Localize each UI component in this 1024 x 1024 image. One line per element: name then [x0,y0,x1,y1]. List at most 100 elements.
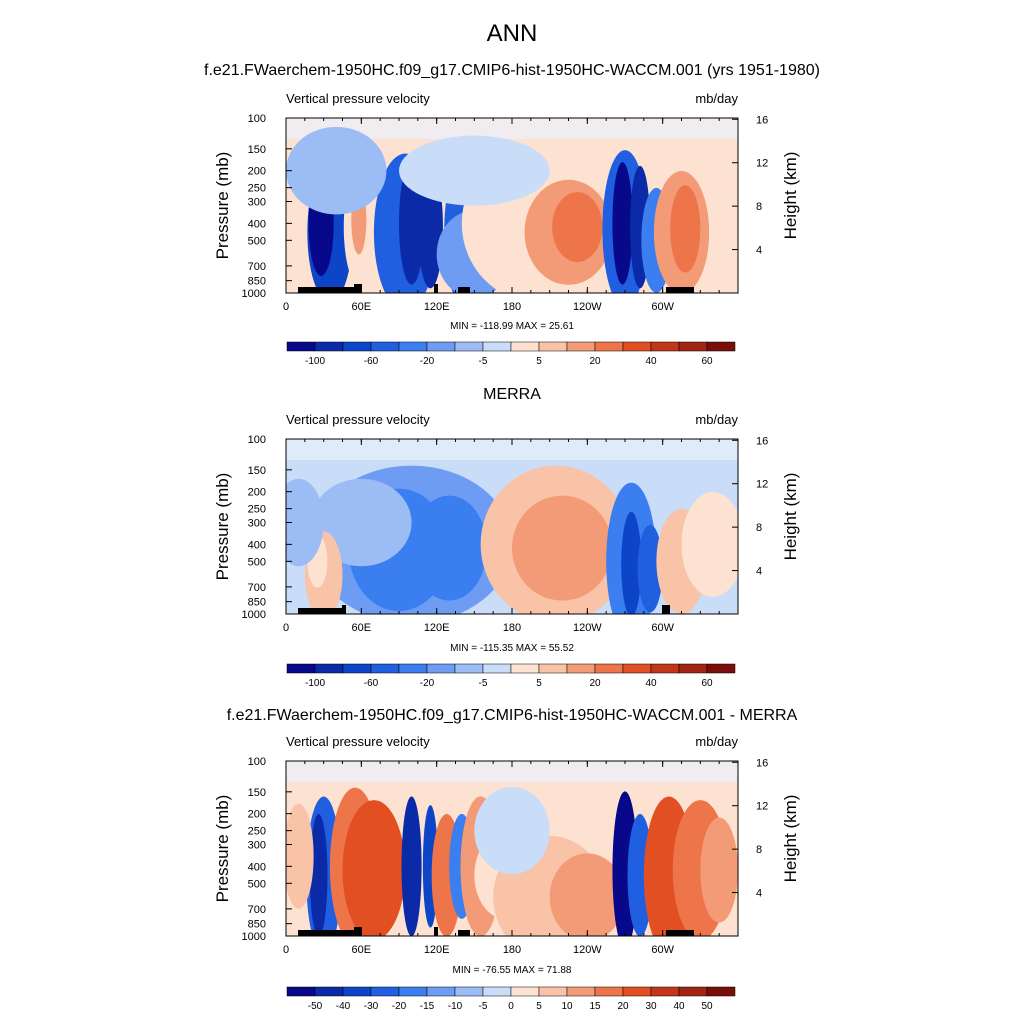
colorbar-swatch [594,663,624,674]
y-tick-label: 400 [248,861,266,873]
y-right-tick-label: 16 [756,435,768,447]
y-tick-label: 1000 [242,931,266,943]
field-contour [552,192,603,263]
colorbar-label: -100 [305,356,325,367]
y-tick-label: 1000 [242,609,266,621]
topography [458,287,470,293]
colorbar-label: 5 [536,356,542,367]
colorbar-swatch [286,986,316,997]
y-right-tick-label: 8 [756,201,762,213]
panel-2-minmax: MIN = -115.35 MAX = 55.52 [450,643,574,654]
x-tick-label: 60E [352,944,372,956]
field-contour [616,817,629,923]
x-tick-label: 60E [352,622,372,634]
colorbar-swatch [678,341,708,352]
topography [338,930,354,936]
colorbar-swatch [342,986,372,997]
y-tick-label: 700 [248,261,266,273]
field-contour [549,853,625,936]
colorbar-swatch [398,341,428,352]
panel-1-units: mb/day [695,91,738,106]
y-tick-label: 1000 [242,288,266,300]
colorbar-swatch [566,341,596,352]
colorbar-label: 40 [645,356,657,367]
colorbar-swatch [454,341,484,352]
colorbar-swatch [622,663,652,674]
colorbar-swatch [538,341,568,352]
colorbar-label: -50 [308,1001,323,1012]
y-tick-label: 200 [248,809,266,821]
y-right-tick-label: 8 [756,522,762,534]
x-tick-label: 120E [424,301,450,313]
y-right-axis-title: Height (km) [781,473,800,561]
field-contour [286,126,387,215]
y-tick-label: 400 [248,218,266,230]
panel-3-colorbar: -50 -40 -30 -20 -15 -10 -5 0 5 10 15 20 30 40 50 [286,986,736,1012]
topography [458,930,470,936]
y-axis-title: Pressure (mb) [213,473,232,581]
colorbar-swatch [650,986,680,997]
y-right-tick-label: 16 [756,114,768,126]
colorbar-label: -10 [448,1001,463,1012]
y-tick-label: 250 [248,504,266,516]
colorbar-label: -60 [364,356,379,367]
topography [298,930,342,936]
colorbar-label: 60 [701,356,713,367]
y-tick-label: 300 [248,196,266,208]
colorbar-label: 50 [701,1001,713,1012]
topography [434,284,438,293]
colorbar-swatch [342,663,372,674]
colorbar-swatch [482,663,512,674]
colorbar-swatch [510,341,540,352]
y-right-axis-title: Height (km) [781,152,800,240]
colorbar-label: -5 [479,678,488,689]
colorbar-swatch [650,663,680,674]
colorbar-label: 30 [645,1001,657,1012]
x-tick-label: 120E [424,944,450,956]
y-right-tick-label: 12 [756,479,768,491]
y-tick-label: 150 [248,465,266,477]
panel-2-title: MERRA [483,386,541,403]
colorbar-swatch [510,663,540,674]
colorbar-swatch [678,663,708,674]
x-tick-label: 120W [573,622,602,634]
y-tick-label: 400 [248,539,266,551]
panel-3-variable: Vertical pressure velocity [286,734,430,749]
x-tick-label: 0 [283,944,289,956]
colorbar-swatch [622,986,652,997]
colorbar-label: 40 [645,678,657,689]
x-tick-label: 120W [573,944,602,956]
y-right-tick-label: 4 [756,566,762,578]
colorbar-swatch [454,986,484,997]
y-tick-label: 100 [248,756,266,768]
colorbar-swatch [398,663,428,674]
colorbar-label: -15 [420,1001,435,1012]
colorbar-swatch [482,986,512,997]
colorbar-swatch [370,341,400,352]
field-contour [399,135,550,206]
y-tick-label: 850 [248,276,266,288]
colorbar-swatch [370,986,400,997]
colorbar-swatch [398,986,428,997]
x-tick-label: 60W [651,622,674,634]
colorbar-swatch [370,663,400,674]
panel-1-minmax: MIN = -118.99 MAX = 25.61 [450,321,574,332]
colorbar-swatch [566,663,596,674]
colorbar-swatch [706,341,736,352]
colorbar-swatch [706,986,736,997]
y-right-tick-label: 4 [756,888,762,900]
colorbar-label: -5 [479,1001,488,1012]
colorbar-label: -20 [420,678,435,689]
field-upper-band [286,118,738,139]
field-contour [411,495,487,601]
colorbar-swatch [706,663,736,674]
x-tick-label: 120W [573,301,602,313]
colorbar-label: -20 [420,356,435,367]
colorbar-label: 60 [701,678,713,689]
y-right-tick-label: 12 [756,801,768,813]
panel-2-units: mb/day [695,412,738,427]
y-tick-label: 700 [248,582,266,594]
